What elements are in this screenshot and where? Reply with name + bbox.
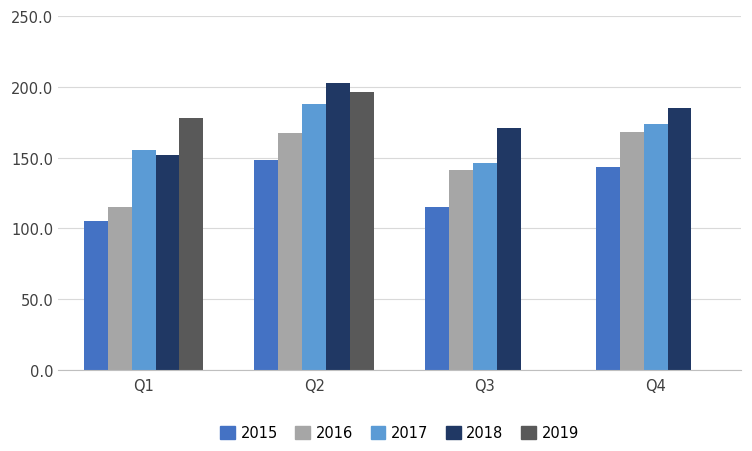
- Legend: 2015, 2016, 2017, 2018, 2019: 2015, 2016, 2017, 2018, 2019: [214, 419, 584, 446]
- Bar: [497, 129, 520, 370]
- Bar: [596, 168, 620, 370]
- Bar: [83, 221, 108, 370]
- Bar: [473, 164, 497, 370]
- Bar: [449, 171, 473, 370]
- Bar: [620, 133, 644, 370]
- Bar: [180, 119, 203, 370]
- Bar: [326, 83, 350, 370]
- Bar: [644, 124, 668, 370]
- Bar: [302, 105, 326, 370]
- Bar: [668, 109, 691, 370]
- Bar: [425, 207, 449, 370]
- Bar: [156, 155, 180, 370]
- Bar: [108, 207, 132, 370]
- Bar: [254, 161, 278, 370]
- Bar: [278, 134, 302, 370]
- Bar: [350, 93, 374, 370]
- Bar: [132, 151, 156, 370]
